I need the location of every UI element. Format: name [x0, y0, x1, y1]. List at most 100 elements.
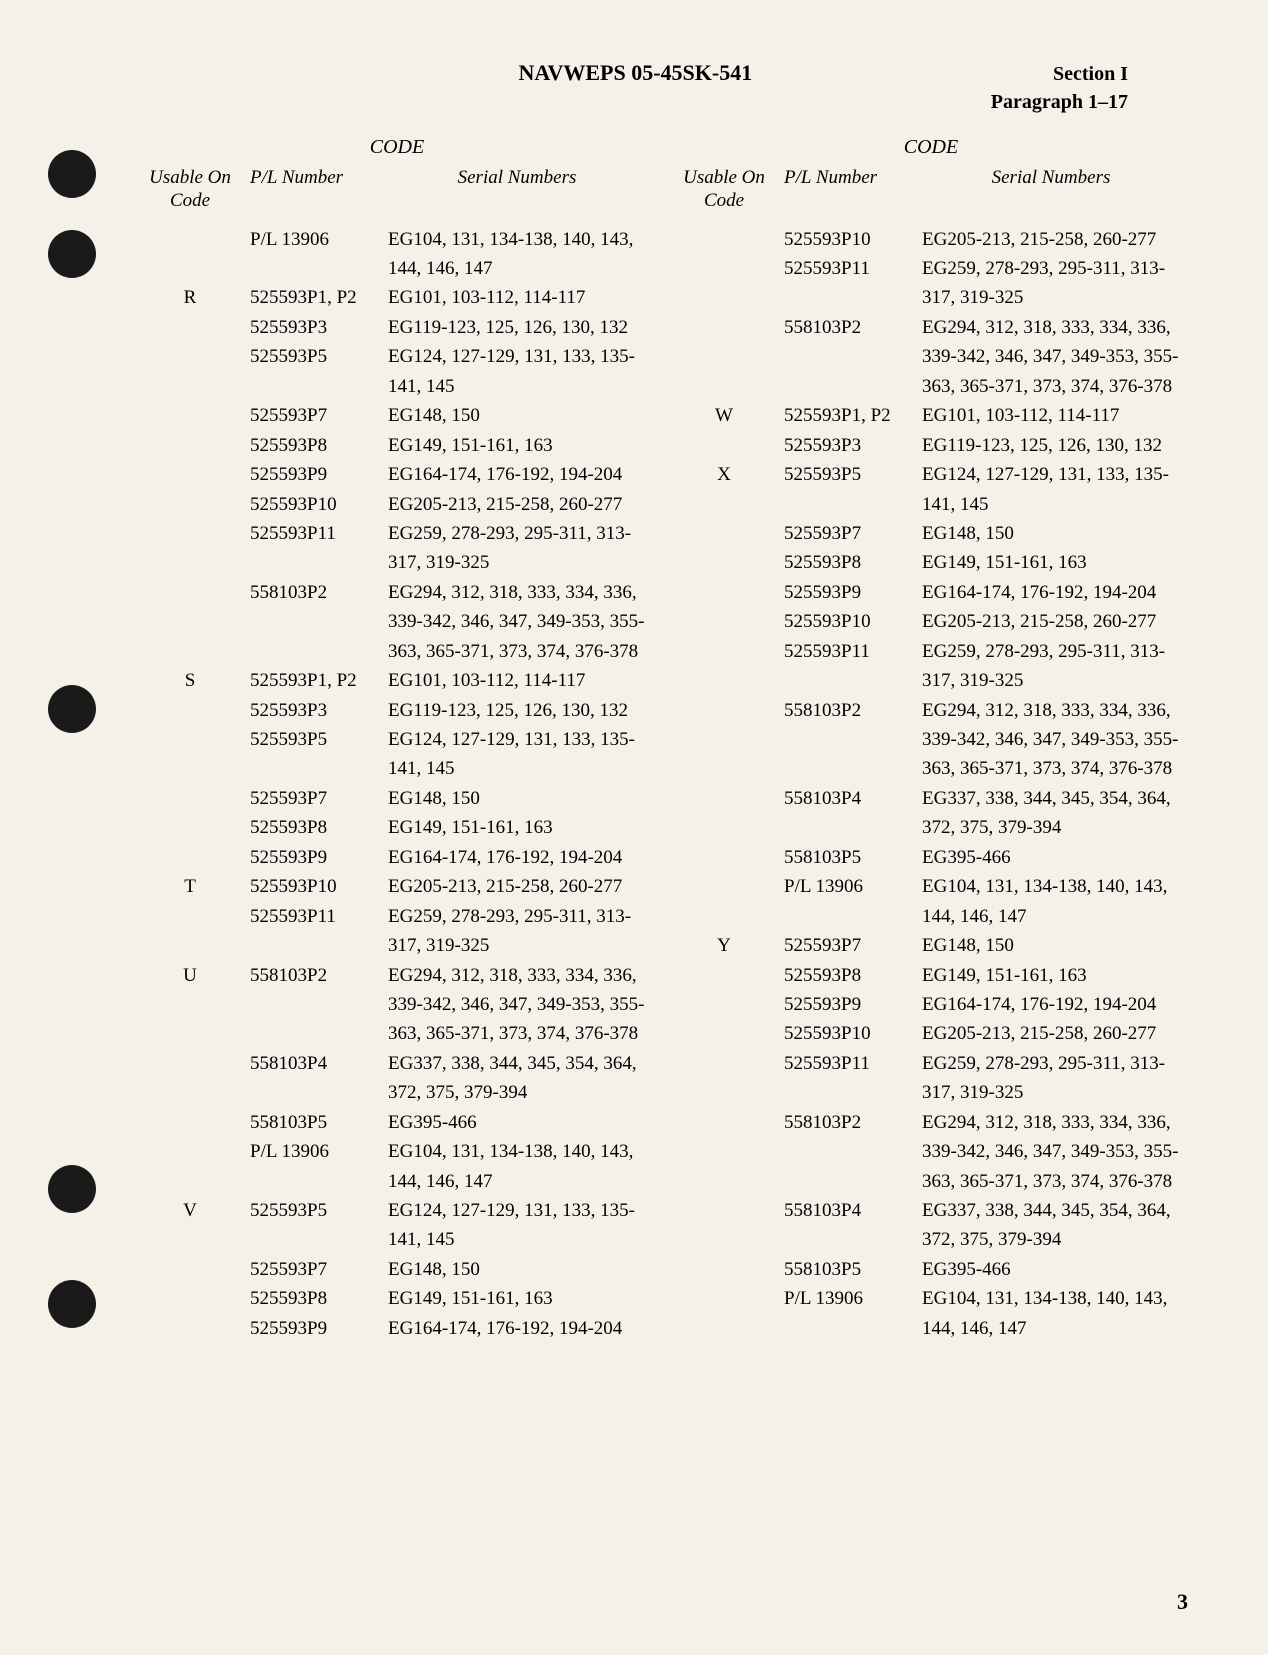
table-row: 525593P9EG164-174, 176-192, 194-204	[674, 578, 1188, 607]
pl-number-cell: 525593P11	[774, 254, 914, 283]
serial-cell: EG259, 278-293, 295-311, 313-317, 319-32…	[914, 254, 1188, 313]
table-row: 525593P7EG148, 150	[140, 401, 654, 430]
pl-number-cell: 525593P3	[774, 431, 914, 460]
pl-number-cell: 558103P2	[240, 578, 380, 607]
pl-number-cell: 525593P9	[240, 843, 380, 872]
punch-hole	[48, 150, 96, 198]
table-row: 525593P5EG124, 127-129, 131, 133, 135-14…	[140, 342, 654, 401]
serial-cell: EG148, 150	[914, 931, 1188, 960]
serial-cell: EG205-213, 215-258, 260-277	[914, 607, 1188, 636]
left-data-rows: P/L 13906 EG104, 131, 134-138, 140, 143, …	[140, 225, 654, 1344]
table-row: 525593P8EG149, 151-161, 163	[674, 548, 1188, 577]
table-row: X525593P5EG124, 127-129, 131, 133, 135-1…	[674, 460, 1188, 519]
table-row: T525593P10EG205-213, 215-258, 260-277	[140, 872, 654, 901]
pl-number-cell: 525593P9	[240, 1314, 380, 1343]
paragraph-label: Paragraph 1–17	[991, 88, 1128, 116]
serial-cell: EG119-123, 125, 126, 130, 132	[914, 431, 1188, 460]
serial-cell: EG104, 131, 134-138, 140, 143, 144, 146,…	[380, 225, 654, 284]
usable-code-cell: Y	[674, 931, 774, 960]
serial-cell: EG101, 103-112, 114-117	[914, 401, 1188, 430]
section-info: Section I Paragraph 1–17	[991, 60, 1128, 116]
table-row: 525593P11EG259, 278-293, 295-311, 313-31…	[674, 254, 1188, 313]
pl-number-cell: P/L 13906	[240, 1137, 380, 1166]
serial-cell: EG104, 131, 134-138, 140, 143, 144, 146,…	[914, 1284, 1188, 1343]
serial-cell: EG148, 150	[380, 401, 654, 430]
table-row: 525593P8EG149, 151-161, 163	[140, 431, 654, 460]
serial-cell: EG259, 278-293, 295-311, 313-317, 319-32…	[914, 637, 1188, 696]
pl-number-cell: 525593P8	[240, 431, 380, 460]
pl-number-cell: 525593P3	[240, 313, 380, 342]
serial-cell: EG205-213, 215-258, 260-277	[380, 490, 654, 519]
table-row: 525593P3EG119-123, 125, 126, 130, 132	[674, 431, 1188, 460]
usable-code-cell: X	[674, 460, 774, 489]
doc-title: NAVWEPS 05-45SK-541	[280, 60, 991, 116]
table-row: 525593P9EG164-174, 176-192, 194-204	[140, 843, 654, 872]
table-row: 525593P11EG259, 278-293, 295-311, 313-31…	[674, 637, 1188, 696]
pl-number-cell: 525593P1, P2	[774, 401, 914, 430]
pl-header: P/L Number	[240, 167, 380, 213]
serial-cell: EG395-466	[914, 843, 1188, 872]
serial-cell: EG294, 312, 318, 333, 334, 336, 339-342,…	[380, 578, 654, 666]
table-row: 525593P3EG119-123, 125, 126, 130, 132	[140, 313, 654, 342]
pl-number-cell: 525593P8	[240, 813, 380, 842]
code-heading-left: CODE	[140, 136, 654, 159]
serial-cell: EG205-213, 215-258, 260-277	[914, 225, 1188, 254]
table-row: Y525593P7EG148, 150	[674, 931, 1188, 960]
pl-number-cell: 525593P1, P2	[240, 283, 380, 312]
serial-header: Serial Numbers	[380, 167, 654, 213]
usable-header: Usable On Code	[674, 167, 774, 213]
pl-number-cell: 558103P4	[240, 1049, 380, 1078]
serial-cell: EG148, 150	[914, 519, 1188, 548]
table-header-right: Usable On Code P/L Number Serial Numbers	[674, 167, 1188, 213]
serial-cell: EG101, 103-112, 114-117	[380, 283, 654, 312]
pl-number-cell: 525593P3	[240, 696, 380, 725]
pl-number-cell: 525593P9	[774, 578, 914, 607]
pl-number-cell: 525593P10	[774, 225, 914, 254]
table-row: R525593P1, P2EG101, 103-112, 114-117	[140, 283, 654, 312]
serial-cell: EG148, 150	[380, 1255, 654, 1284]
usable-code-cell: S	[140, 666, 240, 695]
serial-cell: EG205-213, 215-258, 260-277	[914, 1019, 1188, 1048]
table-row: 525593P10EG205-213, 215-258, 260-277	[140, 490, 654, 519]
pl-number-cell: 558103P2	[774, 696, 914, 725]
table-row: 525593P9EG164-174, 176-192, 194-204	[140, 1314, 654, 1343]
serial-cell: EG337, 338, 344, 345, 354, 364, 372, 375…	[914, 1196, 1188, 1255]
table-row: 558103P5EG395-466	[140, 1108, 654, 1137]
pl-number-cell: 525593P5	[240, 725, 380, 754]
table-row: S525593P1, P2EG101, 103-112, 114-117	[140, 666, 654, 695]
serial-cell: EG259, 278-293, 295-311, 313-317, 319-32…	[380, 519, 654, 578]
pl-number-cell: 558103P2	[774, 1108, 914, 1137]
serial-cell: EG395-466	[380, 1108, 654, 1137]
right-column: CODE Usable On Code P/L Number Serial Nu…	[674, 136, 1188, 1343]
table-row: 525593P9EG164-174, 176-192, 194-204	[674, 990, 1188, 1019]
serial-cell: EG124, 127-129, 131, 133, 135-141, 145	[380, 725, 654, 784]
table-row: 558103P4EG337, 338, 344, 345, 354, 364, …	[674, 1196, 1188, 1255]
pl-number-cell: 525593P7	[240, 1255, 380, 1284]
pl-number-cell: 525593P7	[240, 401, 380, 430]
table-row: 558103P4EG337, 338, 344, 345, 354, 364, …	[674, 784, 1188, 843]
serial-cell: EG149, 151-161, 163	[380, 813, 654, 842]
pl-number-cell: 525593P8	[774, 548, 914, 577]
punch-hole	[48, 1280, 96, 1328]
serial-cell: EG149, 151-161, 163	[380, 431, 654, 460]
serial-cell: EG164-174, 176-192, 194-204	[914, 578, 1188, 607]
pl-number-cell: 525593P11	[240, 902, 380, 931]
punch-hole	[48, 685, 96, 733]
usable-code-cell: W	[674, 401, 774, 430]
pl-number-cell: 525593P5	[774, 460, 914, 489]
serial-header: Serial Numbers	[914, 167, 1188, 213]
table-row: 558103P4EG337, 338, 344, 345, 354, 364, …	[140, 1049, 654, 1108]
pl-number-cell: 525593P9	[774, 990, 914, 1019]
pl-number-cell: 525593P10	[774, 1019, 914, 1048]
pl-number-cell: 558103P2	[240, 961, 380, 990]
pl-number-cell: 558103P5	[774, 1255, 914, 1284]
table-row: 558103P5EG395-466	[674, 843, 1188, 872]
table-row: 558103P2EG294, 312, 318, 333, 334, 336, …	[674, 1108, 1188, 1196]
pl-number-cell: 525593P8	[774, 961, 914, 990]
usable-code-cell: V	[140, 1196, 240, 1225]
pl-number-cell: 558103P5	[774, 843, 914, 872]
punch-hole	[48, 230, 96, 278]
section-label: Section I	[991, 60, 1128, 88]
serial-cell: EG294, 312, 318, 333, 334, 336, 339-342,…	[914, 313, 1188, 401]
left-column: CODE Usable On Code P/L Number Serial Nu…	[140, 136, 654, 1343]
